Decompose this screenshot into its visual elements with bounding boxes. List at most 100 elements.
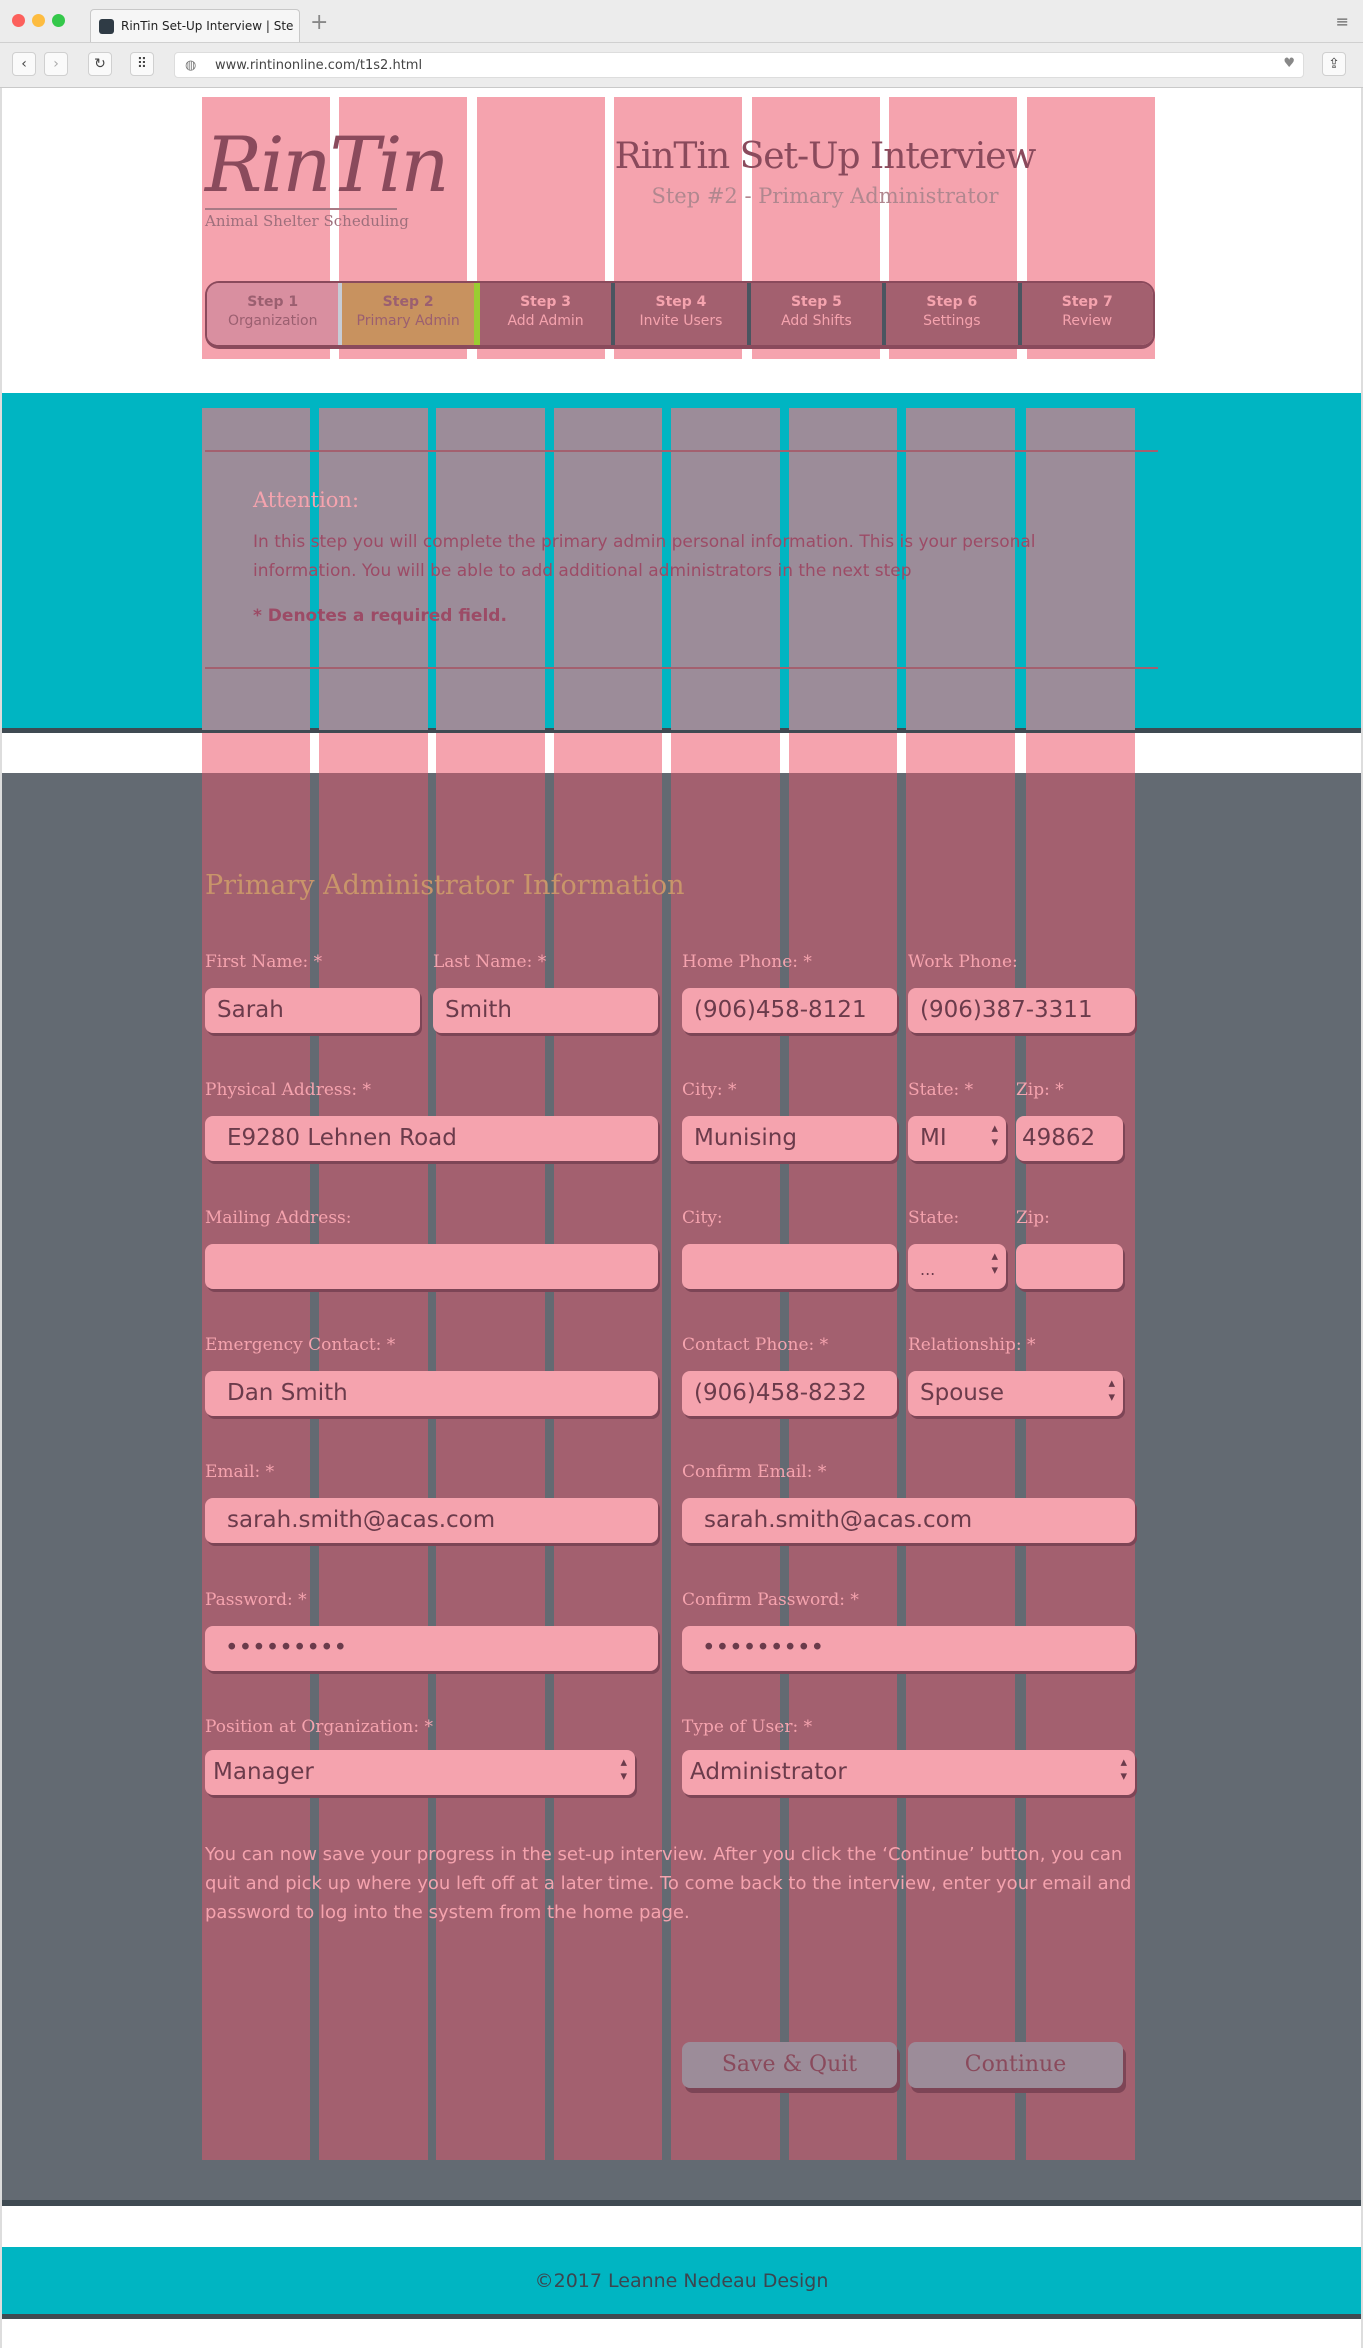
step-progress-bar: Step 1 Organization Step 2 Primary Admin S… — [205, 281, 1155, 349]
city-input[interactable]: Munising — [682, 1116, 897, 1161]
mailing-address-label: Mailing Address: — [205, 1208, 352, 1228]
save-quit-button[interactable]: Save & Quit — [682, 2042, 897, 2088]
back-icon[interactable]: ‹ — [12, 52, 36, 76]
mail-state-select[interactable]: ... — [908, 1244, 1006, 1289]
confirm-password-input[interactable]: ••••••••• — [682, 1626, 1135, 1671]
grid-overlay-column — [1026, 733, 1135, 773]
step-number: Step 7 — [1061, 294, 1113, 310]
new-tab-icon[interactable]: + — [310, 10, 329, 35]
step-number: Step 6 — [926, 294, 978, 310]
emergency-contact-input[interactable]: Dan Smith — [205, 1371, 658, 1416]
relationship-select[interactable]: Spouse — [908, 1371, 1123, 1416]
tab-title: RinTin Set-Up Interview | Ste — [121, 19, 294, 33]
divider — [205, 667, 1158, 669]
favicon-icon — [99, 19, 114, 34]
grid-overlay-column — [319, 773, 428, 2160]
maximize-window-button[interactable] — [52, 14, 65, 27]
contact-phone-label: Contact Phone: * — [682, 1335, 829, 1355]
physical-address-label: Physical Address: * — [205, 1080, 371, 1100]
heart-icon[interactable]: ♥ — [1283, 56, 1295, 71]
email-label: Email: * — [205, 1462, 275, 1482]
step-7[interactable]: Step 7 Review — [1021, 283, 1153, 345]
reload-icon[interactable]: ↻ — [88, 52, 112, 76]
physical-address-input[interactable]: E9280 Lehnen Road — [205, 1116, 658, 1161]
address-bar[interactable]: ◍ www.rintinonline.com/t1s2.html ♥ — [174, 52, 1304, 78]
grid-overlay-column — [1026, 408, 1135, 730]
last-name-label: Last Name: * — [433, 952, 547, 972]
grid-overlay-column — [202, 733, 310, 773]
emergency-contact-label: Emergency Contact: * — [205, 1335, 396, 1355]
step-number: Step 2 — [382, 294, 434, 310]
state-select[interactable]: MI — [908, 1116, 1006, 1161]
step-label: Review — [1062, 313, 1113, 329]
step-number: Step 1 — [247, 294, 299, 310]
mail-city-input[interactable] — [682, 1244, 897, 1289]
mail-city-label: City: — [682, 1208, 723, 1228]
step-label: Organization — [227, 313, 318, 329]
browser-chrome: RinTin Set-Up Interview | Ste + ≡ ‹ › ↻ … — [0, 0, 1363, 88]
form-heading: Primary Administrator Information — [205, 870, 685, 901]
grid-overlay-column — [906, 773, 1015, 2160]
mail-zip-input[interactable] — [1016, 1244, 1123, 1289]
first-name-input[interactable]: Sarah — [205, 988, 420, 1033]
save-progress-note: You can now save your progress in the se… — [205, 1844, 1132, 1923]
step-2[interactable]: Step 2 Primary Admin — [342, 283, 480, 345]
minimize-window-button[interactable] — [32, 14, 45, 27]
email-input[interactable]: sarah.smith@acas.com — [205, 1498, 658, 1543]
attention-text: In this step you will complete the prima… — [253, 532, 1036, 581]
position-select[interactable]: Manager — [205, 1750, 635, 1795]
attention-heading: Attention: — [253, 488, 360, 512]
share-icon[interactable]: ⇪ — [1322, 52, 1346, 76]
step-number: Step 4 — [655, 294, 707, 310]
mailing-address-input[interactable] — [205, 1244, 658, 1289]
home-phone-label: Home Phone: * — [682, 952, 812, 972]
tab-overview-icon[interactable]: ≡ — [1335, 12, 1349, 31]
grid-overlay-column — [436, 733, 545, 773]
grid-overlay-column — [202, 408, 310, 730]
zip-input[interactable]: 49862 — [1016, 1116, 1123, 1161]
divider — [2, 728, 1361, 733]
logo[interactable]: RinTin — [205, 120, 449, 209]
grid-overlay-column — [554, 733, 662, 773]
step-label: Invite Users — [639, 313, 723, 329]
step-label: Settings — [923, 313, 981, 329]
toolbar — [0, 42, 1363, 88]
page-subtitle: Step #2 - Primary Administrator — [651, 184, 999, 208]
browser-tab[interactable]: RinTin Set-Up Interview | Ste — [90, 9, 300, 42]
contact-phone-input[interactable]: (906)458-8232 — [682, 1371, 897, 1416]
work-phone-input[interactable]: (906)387-3311 — [908, 988, 1135, 1033]
step-label: Add Shifts — [781, 313, 852, 329]
last-name-input[interactable]: Smith — [433, 988, 658, 1033]
user-type-select[interactable]: Administrator — [682, 1750, 1135, 1795]
step-6[interactable]: Step 6 Settings — [886, 283, 1022, 345]
state-label: State: * — [908, 1080, 974, 1100]
step-3[interactable]: Step 3 Add Admin — [479, 283, 616, 345]
step-label: Add Admin — [507, 313, 584, 329]
step-5[interactable]: Step 5 Add Shifts — [750, 283, 887, 345]
grid-overlay-column — [554, 408, 662, 730]
step-number: Step 3 — [520, 294, 572, 310]
step-1[interactable]: Step 1 Organization — [207, 283, 343, 345]
password-label: Password: * — [205, 1590, 307, 1610]
step-label: Primary Admin — [356, 313, 460, 329]
footer: ©2017 Leanne Nedeau Design — [2, 2247, 1361, 2319]
grid-overlay-column — [906, 733, 1015, 773]
grid-overlay-column — [554, 773, 662, 2160]
first-name-label: First Name: * — [205, 952, 323, 972]
grid-overlay-column — [1026, 773, 1135, 2160]
grid-overlay-column — [671, 408, 780, 730]
step-number: Step 5 — [790, 294, 842, 310]
step-4[interactable]: Step 4 Invite Users — [615, 283, 751, 345]
city-label: City: * — [682, 1080, 737, 1100]
apps-grid-icon[interactable]: ⠿ — [130, 52, 154, 76]
confirm-email-input[interactable]: sarah.smith@acas.com — [682, 1498, 1135, 1543]
close-window-button[interactable] — [12, 14, 25, 27]
continue-button[interactable]: Continue — [908, 2042, 1123, 2088]
home-phone-input[interactable]: (906)458-8121 — [682, 988, 897, 1033]
grid-overlay-column — [906, 408, 1015, 730]
site-info-icon: ◍ — [185, 58, 197, 73]
logo-tagline: Animal Shelter Scheduling — [205, 208, 409, 230]
password-input[interactable]: ••••••••• — [205, 1626, 658, 1671]
forward-icon[interactable]: › — [44, 52, 68, 76]
page-title: RinTin Set-Up Interview — [614, 136, 1037, 177]
